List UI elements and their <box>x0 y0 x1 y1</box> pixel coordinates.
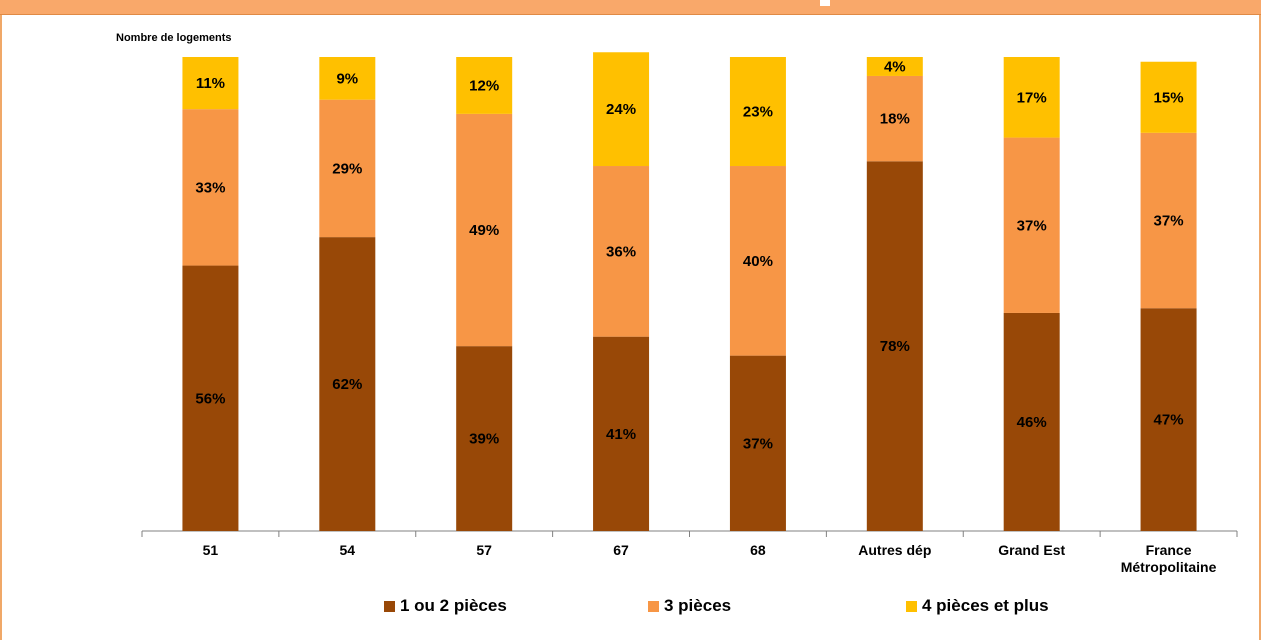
bar-segment <box>182 265 239 531</box>
data-label: 37% <box>743 435 773 452</box>
data-label: 18% <box>880 111 910 128</box>
x-tick-label: 67 <box>613 542 629 558</box>
data-label: 23% <box>743 104 773 121</box>
header-text-fragment <box>820 0 830 6</box>
bar-segment <box>1140 132 1197 309</box>
bar-segment <box>1003 312 1060 531</box>
data-label: 49% <box>469 222 499 239</box>
bar-segment <box>456 346 513 531</box>
bar-segment <box>729 166 786 356</box>
legend-label: 3 pièces <box>664 596 732 615</box>
data-label: 17% <box>1017 89 1047 106</box>
bar-segment <box>593 336 650 531</box>
bar-segment <box>866 161 923 531</box>
bar-segment <box>1003 57 1060 138</box>
data-label: 41% <box>606 426 636 443</box>
data-label: 37% <box>1017 217 1047 234</box>
x-tick-label: Autres dép <box>858 542 931 558</box>
legend-swatch <box>648 600 659 612</box>
legend-item: 1 ou 2 pièces <box>384 596 507 616</box>
data-label: 56% <box>195 390 225 407</box>
bar-segment <box>593 52 650 167</box>
bar-segment <box>729 355 786 531</box>
y-axis-label: Nombre de logements <box>116 32 232 44</box>
data-label: 24% <box>606 101 636 118</box>
bar-segment <box>866 57 923 76</box>
bar-segment <box>866 75 923 162</box>
bar-segment <box>182 109 239 266</box>
bar-segment <box>1003 137 1060 313</box>
bar-segment <box>1140 61 1197 133</box>
x-tick-label: Grand Est <box>998 542 1065 558</box>
legend-item: 3 pièces <box>648 596 731 616</box>
bar-segment <box>593 166 650 337</box>
x-tick-label: 54 <box>340 542 356 558</box>
data-label: 29% <box>332 160 362 177</box>
data-label: 40% <box>743 253 773 270</box>
bar-segment <box>729 57 786 167</box>
bar-segment <box>1140 308 1197 531</box>
header-band <box>0 0 1261 15</box>
bar-segment <box>456 113 513 347</box>
data-label: 12% <box>469 77 499 94</box>
legend: 1 ou 2 pièces 3 pièces 4 pièces et plus <box>0 596 1261 618</box>
data-label: 15% <box>1154 89 1184 106</box>
data-label: 9% <box>336 70 358 87</box>
bar-segment <box>319 57 376 100</box>
stacked-bar-chart: 56% 33% 11% 51 62% 29% 9% 54 39% 49% 12% 57 41% 36% 24… <box>141 52 1238 575</box>
x-tick-label: France Métropolitaine <box>1121 542 1217 575</box>
data-label: 78% <box>880 338 910 355</box>
bar-segment <box>319 237 376 531</box>
x-tick-label: 68 <box>750 542 766 558</box>
data-label: 47% <box>1154 412 1184 429</box>
legend-swatch <box>384 600 395 612</box>
legend-swatch <box>906 600 917 612</box>
bar-segment <box>182 57 239 110</box>
data-label: 4% <box>884 58 906 75</box>
data-label: 11% <box>196 75 225 92</box>
legend-label: 4 pièces et plus <box>922 596 1049 615</box>
data-label: 36% <box>606 243 636 260</box>
x-tick-label: 51 <box>203 542 219 558</box>
legend-label: 1 ou 2 pièces <box>400 596 507 615</box>
data-label: 62% <box>332 376 362 393</box>
data-label: 33% <box>195 179 225 196</box>
data-label: 37% <box>1154 213 1184 230</box>
bar-segment <box>319 99 376 238</box>
x-tick-label: 57 <box>476 542 492 558</box>
bar-segment <box>456 57 513 114</box>
data-label: 39% <box>469 431 499 448</box>
data-label: 46% <box>1017 414 1047 431</box>
legend-item: 4 pièces et plus <box>906 596 1049 616</box>
